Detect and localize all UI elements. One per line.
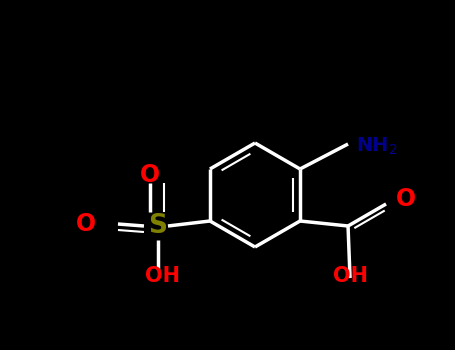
Text: O: O	[140, 163, 160, 187]
Text: OH: OH	[146, 266, 181, 286]
Text: S: S	[148, 213, 167, 239]
Text: OH: OH	[333, 266, 368, 286]
Text: O: O	[396, 187, 416, 211]
Text: O: O	[76, 212, 96, 236]
Text: NH$_2$: NH$_2$	[356, 136, 398, 157]
